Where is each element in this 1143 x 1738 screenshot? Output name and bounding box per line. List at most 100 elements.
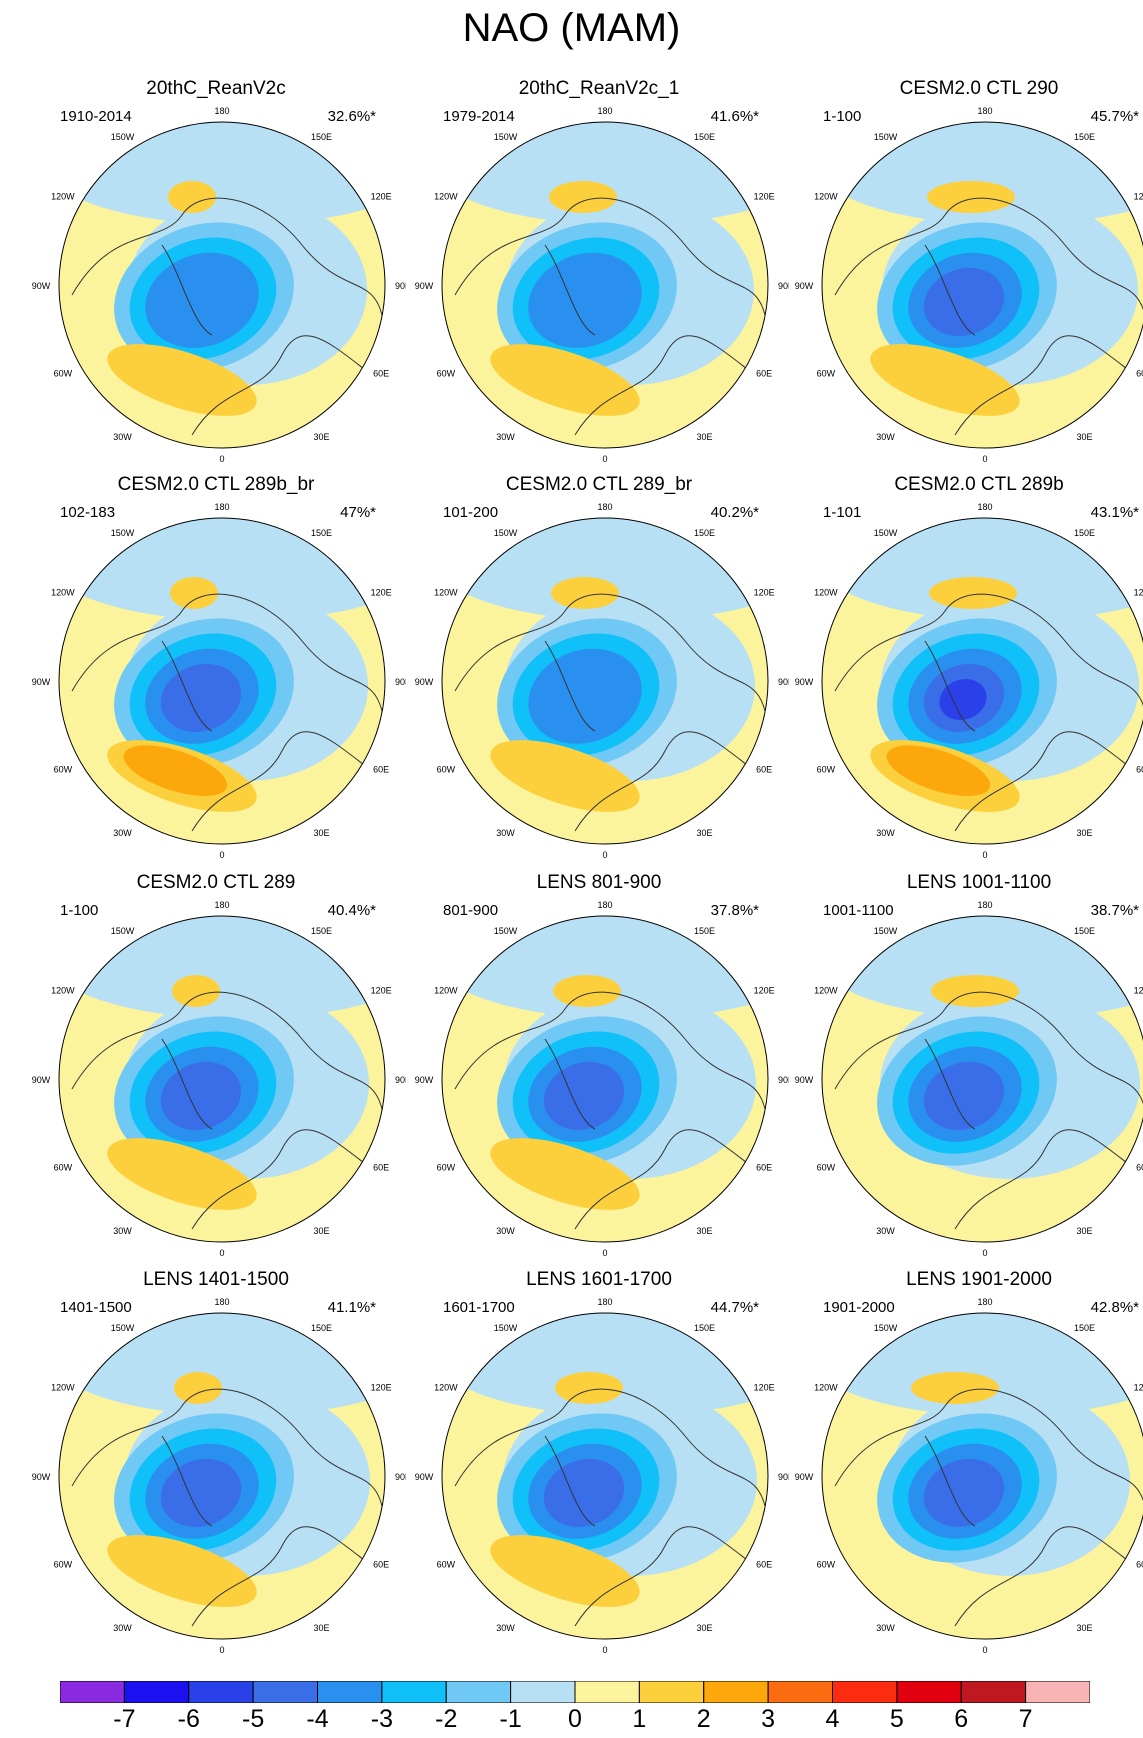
longitude-label: 90E xyxy=(778,677,789,687)
colorbar-tick-label: 5 xyxy=(889,1705,904,1733)
longitude-label: 30W xyxy=(113,828,132,838)
colorbar-swatch xyxy=(832,1681,898,1703)
panel-variance-percent: 45.7%* xyxy=(1090,108,1139,125)
longitude-label: 90W xyxy=(415,677,434,687)
longitude-label: 60W xyxy=(437,369,456,379)
map-boundary xyxy=(821,121,1143,449)
contour-level-1 xyxy=(553,975,621,1007)
longitude-label: 90W xyxy=(415,1472,434,1482)
contour-field xyxy=(442,518,768,844)
polar-map: 1800150W150E120W120E90W90E60W60E30W30E xyxy=(415,502,789,860)
contour-field xyxy=(59,518,385,844)
contour-field xyxy=(442,122,768,448)
contour-level--5 xyxy=(923,267,1005,336)
colorbar-tick-label: 4 xyxy=(825,1705,840,1733)
polar-map: 1800150W150E120W120E90W90E60W60E30W30E xyxy=(795,106,1143,464)
longitude-label: 120E xyxy=(1134,588,1143,598)
longitude-label: 150E xyxy=(694,528,715,538)
longitude-label: 30W xyxy=(113,1623,132,1633)
longitude-label: 30E xyxy=(1076,1623,1092,1633)
longitude-label: 120E xyxy=(371,1383,392,1393)
map-panel: LENS 1001-1100 1001-1100 38.7%* 180 0 150W 150… xyxy=(789,871,1143,1271)
longitude-label: 0 xyxy=(219,1248,224,1258)
longitude-label: 120W xyxy=(814,986,838,996)
longitude-label: 60E xyxy=(1136,369,1143,379)
longitude-label: 120W xyxy=(51,1383,75,1393)
colorbar-tick-label: 3 xyxy=(761,1705,776,1733)
longitude-label: 120W xyxy=(51,192,75,202)
longitude-label: 150W xyxy=(494,132,518,142)
longitude-label: 180 xyxy=(214,502,229,512)
panel-title: LENS 801-900 xyxy=(536,872,662,893)
map-boundary xyxy=(441,121,769,449)
contour-level-1 xyxy=(929,577,1017,609)
panel-variance-percent: 42.8%* xyxy=(1090,1299,1139,1316)
longitude-label: 30W xyxy=(876,432,895,442)
longitude-label: 60W xyxy=(54,1560,73,1570)
longitude-label: 120E xyxy=(754,986,775,996)
map-panel: LENS 801-900 801-900 37.8%* 180 0 150W 150E 120… xyxy=(409,871,789,1271)
longitude-label: 150W xyxy=(874,1323,898,1333)
coastline xyxy=(454,1388,766,1627)
contour-level-1 xyxy=(170,577,218,609)
colorbar-tick-label: 2 xyxy=(696,1705,711,1733)
contour-level-1 xyxy=(931,975,1019,1007)
longitude-label: 150E xyxy=(311,528,332,538)
map-panel: 20thC_ReanV2c 1910-2014 32.6%* 180 0 150W 150E… xyxy=(26,77,406,477)
map-boundary xyxy=(821,1312,1143,1640)
longitude-label: 120W xyxy=(51,986,75,996)
polar-map: 1800150W150E120W120E90W90E60W60E30W30E xyxy=(795,502,1143,860)
contour-level--5 xyxy=(923,1458,1005,1527)
polar-map: 1800150W150E120W120E90W90E60W60E30W30E xyxy=(415,1297,789,1655)
longitude-label: 60E xyxy=(373,1560,389,1570)
panel-period: 1-100 xyxy=(60,902,99,919)
panel-period: 1001-1100 xyxy=(823,902,894,919)
longitude-label: 90W xyxy=(795,281,814,291)
colorbar-swatch xyxy=(767,1681,833,1703)
longitude-label: 90W xyxy=(32,1472,51,1482)
contour-level-2 xyxy=(123,745,228,796)
map-boundary xyxy=(58,517,386,845)
longitude-label: 150W xyxy=(874,528,898,538)
longitude-label: 60W xyxy=(817,1163,836,1173)
contour-level-1 xyxy=(107,1535,257,1607)
panel-title: LENS 1601-1700 xyxy=(526,1269,672,1290)
longitude-label: 90W xyxy=(795,1472,814,1482)
longitude-label: 180 xyxy=(597,1297,612,1307)
longitude-label: 0 xyxy=(602,454,607,464)
panel-title: CESM2.0 CTL 289b xyxy=(894,474,1064,495)
map-boundary xyxy=(58,121,386,449)
longitude-label: 150E xyxy=(311,132,332,142)
colorbar-tick-label: -5 xyxy=(242,1705,265,1733)
colorbar-swatch xyxy=(445,1681,512,1703)
longitude-label: 90W xyxy=(795,677,814,687)
contour-level-1 xyxy=(927,181,1015,213)
coastline xyxy=(454,991,766,1230)
map-boundary xyxy=(821,915,1143,1243)
longitude-label: 90E xyxy=(395,677,406,687)
longitude-label: 120W xyxy=(434,986,458,996)
longitude-label: 60E xyxy=(756,765,772,775)
longitude-label: 150E xyxy=(311,926,332,936)
longitude-label: 150E xyxy=(694,926,715,936)
longitude-label: 150W xyxy=(494,1323,518,1333)
longitude-label: 30E xyxy=(313,432,329,442)
longitude-label: 180 xyxy=(214,900,229,910)
longitude-label: 90W xyxy=(415,1075,434,1085)
longitude-label: 60E xyxy=(756,1163,772,1173)
longitude-label: 120E xyxy=(371,192,392,202)
coastline xyxy=(454,593,766,832)
longitude-label: 150W xyxy=(111,528,135,538)
panel-variance-percent: 37.8%* xyxy=(710,902,759,919)
contour-level-1 xyxy=(870,344,1020,416)
contour-level-1 xyxy=(551,577,619,609)
contour-level-1 xyxy=(107,344,257,416)
longitude-label: 60E xyxy=(373,369,389,379)
longitude-label: 60E xyxy=(1136,1560,1143,1570)
longitude-label: 30W xyxy=(113,432,132,442)
contour-level--5 xyxy=(160,1061,242,1130)
longitude-label: 90E xyxy=(395,281,406,291)
longitude-label: 60E xyxy=(756,1560,772,1570)
coastline xyxy=(834,593,1143,832)
map-panel: LENS 1901-2000 1901-2000 42.8%* 180 0 150W 150… xyxy=(789,1268,1143,1668)
